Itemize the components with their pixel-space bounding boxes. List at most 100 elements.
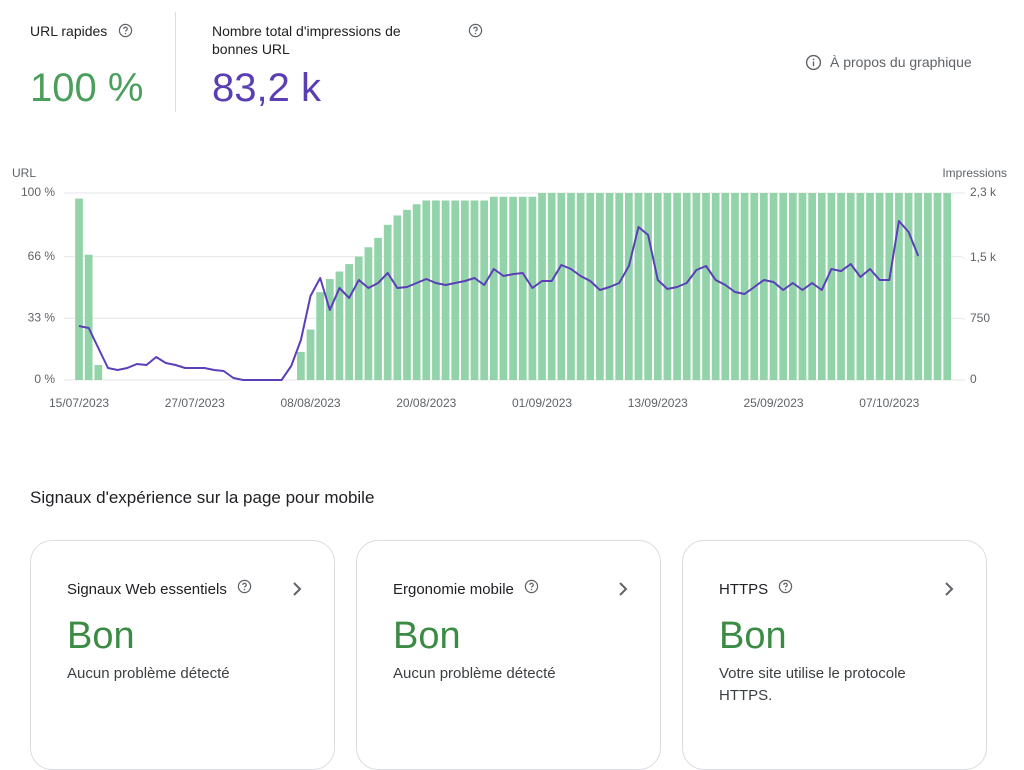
chevron[interactable]	[290, 581, 304, 597]
divider	[175, 12, 176, 112]
bar	[489, 196, 498, 380]
bar	[711, 193, 720, 380]
card[interactable]: Signaux Web essentiels Bon Aucun problème …	[30, 540, 335, 770]
y-tick-label: 66 %	[28, 249, 56, 263]
y2-tick-label: 0	[970, 372, 977, 386]
metric-value: 100 %	[30, 66, 144, 110]
chevron[interactable]	[942, 581, 956, 597]
bar	[480, 200, 489, 380]
chart: URL Impressions 0 % 33 % 66 % 100 % 0 750 1,5 …	[12, 166, 1007, 410]
metric-value: 83,2 k	[212, 66, 321, 110]
bar	[316, 292, 325, 380]
metric-label: Nombre total d'impressions de bonnes URL	[212, 23, 401, 57]
y-tick-label: 0 %	[34, 372, 55, 386]
bar	[663, 193, 672, 380]
bar	[682, 193, 691, 380]
card-status: Bon	[719, 615, 787, 657]
bar	[441, 200, 450, 380]
bar	[499, 196, 508, 380]
help-icon[interactable]	[468, 23, 483, 38]
bar	[914, 193, 923, 380]
card-description: Aucun problème détecté	[67, 665, 230, 682]
info-icon[interactable]	[805, 54, 822, 71]
x-tick-label: 27/07/2023	[165, 396, 225, 410]
bar	[692, 193, 701, 380]
bar	[567, 193, 575, 380]
bar	[576, 193, 585, 380]
about-link[interactable]: À propos du graphique	[830, 54, 972, 70]
bar	[335, 271, 344, 380]
bar	[596, 193, 604, 380]
bar	[624, 193, 633, 380]
card[interactable]: Ergonomie mobile Bon Aucun problème détect…	[356, 540, 661, 770]
bar	[721, 193, 730, 380]
help-icon[interactable]	[118, 23, 133, 38]
bar	[364, 247, 373, 380]
bar	[412, 204, 421, 380]
help-icon[interactable]	[524, 579, 539, 594]
metric-label: URL rapides	[30, 23, 108, 39]
bar	[875, 193, 884, 380]
bar	[731, 193, 739, 380]
bar	[306, 329, 315, 380]
card-status: Bon	[67, 615, 135, 657]
bar	[615, 193, 624, 380]
bar	[403, 209, 411, 380]
bar	[422, 200, 431, 380]
y-tick-label: 33 %	[28, 310, 56, 324]
bar	[769, 193, 778, 380]
bar	[943, 193, 952, 380]
bar	[846, 193, 855, 380]
card-title: Signaux Web essentiels	[67, 581, 227, 598]
bar	[933, 193, 942, 380]
chevron[interactable]	[616, 581, 630, 597]
y-tick-label: 100 %	[21, 185, 55, 199]
bar	[547, 193, 556, 380]
bar	[702, 193, 710, 380]
bar	[518, 196, 527, 380]
y2-tick-label: 750	[970, 311, 990, 325]
bar	[432, 200, 440, 380]
bar	[866, 193, 874, 380]
bar	[451, 200, 460, 380]
card-title: Ergonomie mobile	[393, 581, 514, 598]
bar	[354, 256, 363, 380]
card-description: Aucun problème détecté	[393, 665, 556, 682]
bar	[393, 215, 402, 380]
bar	[788, 193, 797, 380]
x-tick-label: 20/08/2023	[396, 396, 456, 410]
bar	[75, 198, 83, 380]
bar	[325, 279, 334, 380]
bar	[557, 193, 566, 380]
bar	[924, 193, 932, 380]
y2-tick-label: 2,3 k	[970, 185, 997, 199]
bar	[644, 193, 653, 380]
bar	[817, 193, 826, 380]
y2-tick-label: 1,5 k	[970, 250, 997, 264]
y2-axis-label: Impressions	[942, 166, 1007, 180]
bar	[461, 200, 469, 380]
page: URL rapides 100 % Nombre total d'impress…	[12, 12, 1007, 770]
bar	[374, 237, 382, 380]
bar	[634, 193, 643, 380]
bar	[827, 193, 836, 380]
bar	[653, 193, 662, 380]
bar	[808, 193, 816, 380]
card-title: HTTPS	[719, 581, 769, 598]
bar	[470, 200, 479, 380]
bar	[760, 193, 768, 380]
x-tick-label: 13/09/2023	[628, 396, 688, 410]
bar	[586, 193, 595, 380]
card[interactable]: HTTPS Bon Votre site utilise le protocole …	[682, 540, 987, 770]
bar	[904, 193, 913, 380]
x-tick-label: 07/10/2023	[859, 396, 919, 410]
bar	[779, 193, 788, 380]
bar	[798, 193, 807, 380]
y-axis-label: URL	[12, 166, 36, 180]
help-icon[interactable]	[778, 579, 793, 594]
card-description: Votre site utilise le protocole HTTPS.	[719, 665, 906, 704]
line	[78, 220, 920, 381]
help-icon[interactable]	[237, 579, 252, 594]
bar	[383, 224, 392, 380]
x-tick-label: 01/09/2023	[512, 396, 572, 410]
